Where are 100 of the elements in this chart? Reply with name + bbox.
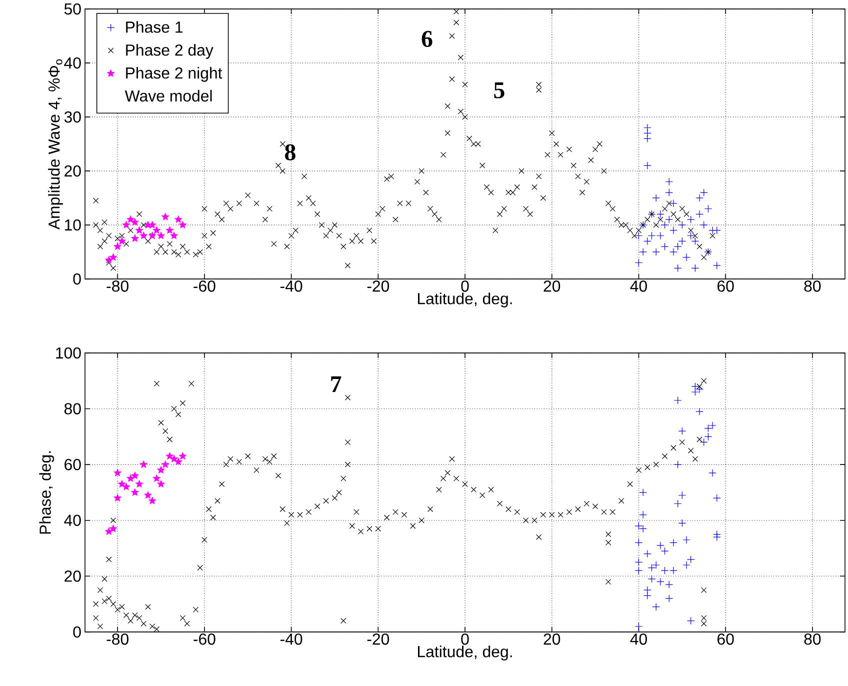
point [674, 264, 682, 272]
x-tick-label: -60 [194, 280, 216, 292]
point [665, 178, 674, 186]
annotation: Wave model [124, 90, 212, 102]
point [656, 578, 664, 586]
annotation: 8 [285, 144, 296, 160]
point [122, 482, 130, 490]
point [634, 566, 643, 574]
point [648, 575, 656, 583]
point [648, 564, 656, 572]
point [678, 221, 686, 229]
point [678, 519, 686, 528]
y-tick-label: 40 [64, 514, 81, 526]
point [708, 226, 716, 234]
point [686, 616, 695, 625]
x-tick-label: 60 [718, 280, 734, 292]
point [157, 466, 165, 474]
point [682, 561, 690, 569]
point [670, 199, 678, 208]
point [110, 524, 117, 532]
point [665, 580, 674, 588]
x-tick-label: -60 [194, 633, 216, 645]
point [110, 253, 117, 261]
point [644, 237, 652, 246]
point [674, 396, 682, 404]
x-tick-label: -80 [106, 633, 128, 645]
point [140, 460, 148, 468]
point [686, 556, 695, 564]
point [157, 232, 165, 239]
point [174, 216, 182, 223]
x-tick-label: -80 [106, 280, 128, 292]
point [114, 469, 122, 476]
point [700, 438, 708, 446]
point [670, 248, 678, 256]
point [131, 218, 139, 226]
point [126, 474, 134, 482]
point [118, 480, 126, 488]
point [118, 237, 126, 244]
point [696, 210, 704, 218]
point [148, 496, 156, 504]
point [644, 592, 652, 600]
legend-label: Phase 1 [126, 21, 182, 33]
point [704, 424, 712, 432]
point [131, 234, 139, 242]
y-tick-label: 20 [64, 570, 81, 582]
point [670, 226, 678, 234]
point [131, 472, 139, 479]
point [179, 452, 186, 460]
point [152, 226, 160, 234]
point [644, 550, 652, 558]
point [148, 221, 156, 228]
point [712, 533, 721, 542]
point [656, 210, 664, 218]
point [665, 188, 674, 196]
point [170, 455, 178, 462]
point [704, 204, 712, 213]
point [670, 566, 678, 574]
annotation: 5 [494, 82, 504, 98]
point [656, 232, 664, 240]
y-tick-label: 40 [64, 57, 81, 69]
point [712, 226, 721, 234]
point [678, 237, 686, 246]
point [674, 242, 682, 250]
point [686, 216, 695, 224]
point [639, 488, 647, 496]
point [179, 221, 186, 228]
point [166, 226, 174, 234]
legend-label: Phase 2 night [126, 66, 222, 82]
y-axis-title: Phase, deg. [39, 451, 54, 534]
point [648, 232, 656, 240]
point [136, 226, 144, 234]
y-tick-label: 10 [64, 219, 81, 231]
point [652, 194, 660, 202]
point [644, 586, 652, 594]
x-tick-label: 60 [718, 633, 734, 645]
x-tick-label: 40 [630, 280, 647, 292]
x-tick-label: -40 [280, 280, 302, 292]
point [691, 264, 700, 272]
point [162, 460, 170, 468]
point [652, 561, 660, 569]
point [708, 422, 716, 430]
point [678, 491, 686, 500]
point [174, 458, 182, 465]
point [665, 594, 674, 602]
point [166, 452, 174, 460]
point [131, 488, 139, 496]
x-tick-label: 80 [804, 280, 821, 292]
point [691, 382, 700, 390]
point [634, 258, 643, 267]
point [634, 522, 643, 530]
x-tick-label: 0 [461, 633, 469, 645]
point [639, 510, 647, 519]
x-tick-label: -40 [280, 633, 302, 645]
x-tick-label: 20 [544, 280, 560, 292]
point [634, 538, 643, 547]
y-tick-label: 80 [64, 403, 81, 414]
point [696, 408, 704, 416]
x-axis-title: Latitude, deg. [418, 292, 512, 308]
point [700, 188, 708, 196]
point [122, 221, 130, 228]
